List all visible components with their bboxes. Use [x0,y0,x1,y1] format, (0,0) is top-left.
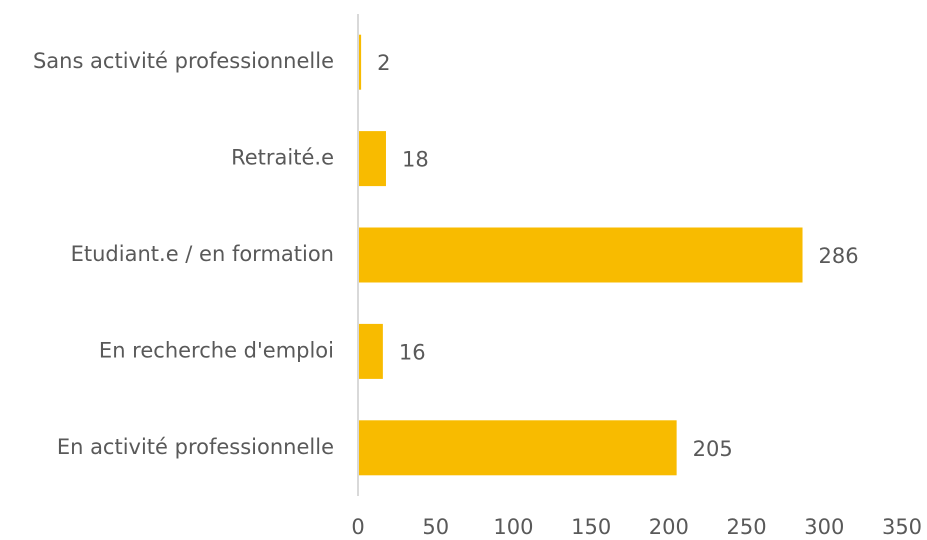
x-tick-label: 150 [571,515,611,539]
x-tick-label: 0 [351,515,364,539]
x-tick-label: 250 [727,515,767,539]
y-tick-label: Etudiant.e / en formation [71,242,334,266]
x-tick-label: 350 [882,515,922,539]
x-tick-label: 100 [493,515,533,539]
bar [358,131,386,187]
y-tick-label: En activité professionnelle [57,435,334,459]
y-tick-label: Retraité.e [231,146,334,170]
data-label: 205 [693,437,733,461]
bar [358,227,803,283]
bar [358,323,383,379]
y-tick-label: En recherche d'emploi [99,338,334,362]
data-label: 18 [402,148,429,172]
x-tick-label: 300 [804,515,844,539]
bar [358,34,362,90]
data-label: 16 [399,340,426,364]
x-tick-label: 50 [422,515,449,539]
y-tick-label: Sans activité professionnelle [33,49,334,73]
bar [358,420,677,476]
x-tick-label: 200 [649,515,689,539]
data-label: 286 [819,244,859,268]
data-label: 2 [377,51,390,75]
